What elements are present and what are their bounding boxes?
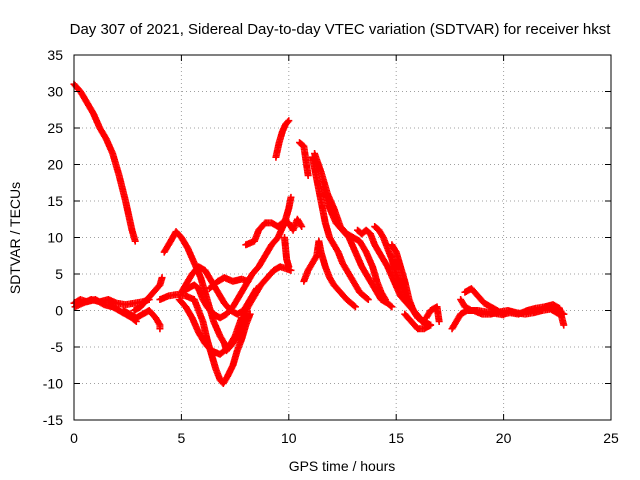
series-track-15 [281,234,293,271]
data-point [287,266,295,274]
x-tick-label: 25 [603,430,619,446]
data-point [284,118,292,126]
data-point [253,285,261,293]
y-tick-label: 15 [47,193,63,209]
data-point [131,237,139,245]
series-track-13 [272,117,293,161]
data-point [297,221,305,229]
y-tick-label: -15 [43,412,63,428]
data-point [238,314,246,322]
x-tick-label: 5 [178,430,186,446]
data-point [156,325,164,333]
series-track-19 [319,182,396,311]
data-point [285,263,293,271]
data-point [298,223,306,231]
y-tick-label: 10 [47,230,63,246]
x-axis-label: GPS time / hours [289,458,396,474]
data-point [244,277,252,285]
series-track-12 [242,215,306,249]
y-tick-label: 30 [47,84,63,100]
data-point [158,274,166,282]
y-tick-label: 35 [47,47,63,63]
series-track-11 [205,274,252,293]
data-point [287,193,295,201]
data-point [350,302,358,310]
series-track-16 [300,237,359,311]
y-tick-label: 0 [55,303,63,319]
data-point [252,286,260,294]
chart-title: Day 307 of 2021, Sidereal Day-to-day VTE… [70,21,612,38]
series-track-23 [401,310,435,333]
data-point [500,311,508,319]
series-track-27 [457,296,508,319]
data-point [435,317,443,325]
data-point [351,303,359,311]
x-tick-label: 10 [281,430,297,446]
series-track-28 [543,303,568,318]
x-tick-label: 15 [388,430,404,446]
series-track-24 [422,303,443,325]
grid-layer [74,55,611,420]
series-track-1 [70,80,139,245]
data-point [364,296,372,304]
y-axis-label: SDTVAR / TECUs [7,182,23,294]
data-point [560,310,568,318]
series-track-22 [388,241,435,329]
x-tick-label: 20 [496,430,512,446]
x-tick-label: 0 [70,430,78,446]
data-point [285,117,293,125]
data-point [304,171,312,179]
data-point [388,303,396,311]
series-track-6 [156,290,254,387]
y-tick-label: 20 [47,157,63,173]
y-tick-label: 25 [47,120,63,136]
series-track-14 [296,139,312,179]
data-point [387,302,395,310]
series-track-4 [119,307,164,333]
series-track-10 [175,296,246,358]
data-point [363,295,371,303]
data-layer [70,80,568,387]
y-tick-label: -5 [51,339,64,355]
data-point [560,321,568,329]
y-tick-label: 5 [55,266,63,282]
data-point [427,321,435,329]
tick-layer: 0 5 10 15 20 25 -15 -10 -5 0 5 10 15 20 25 30 35 [43,47,619,446]
series-track-5 [130,274,166,314]
data-point [155,320,163,328]
y-tick-label: -10 [43,376,63,392]
